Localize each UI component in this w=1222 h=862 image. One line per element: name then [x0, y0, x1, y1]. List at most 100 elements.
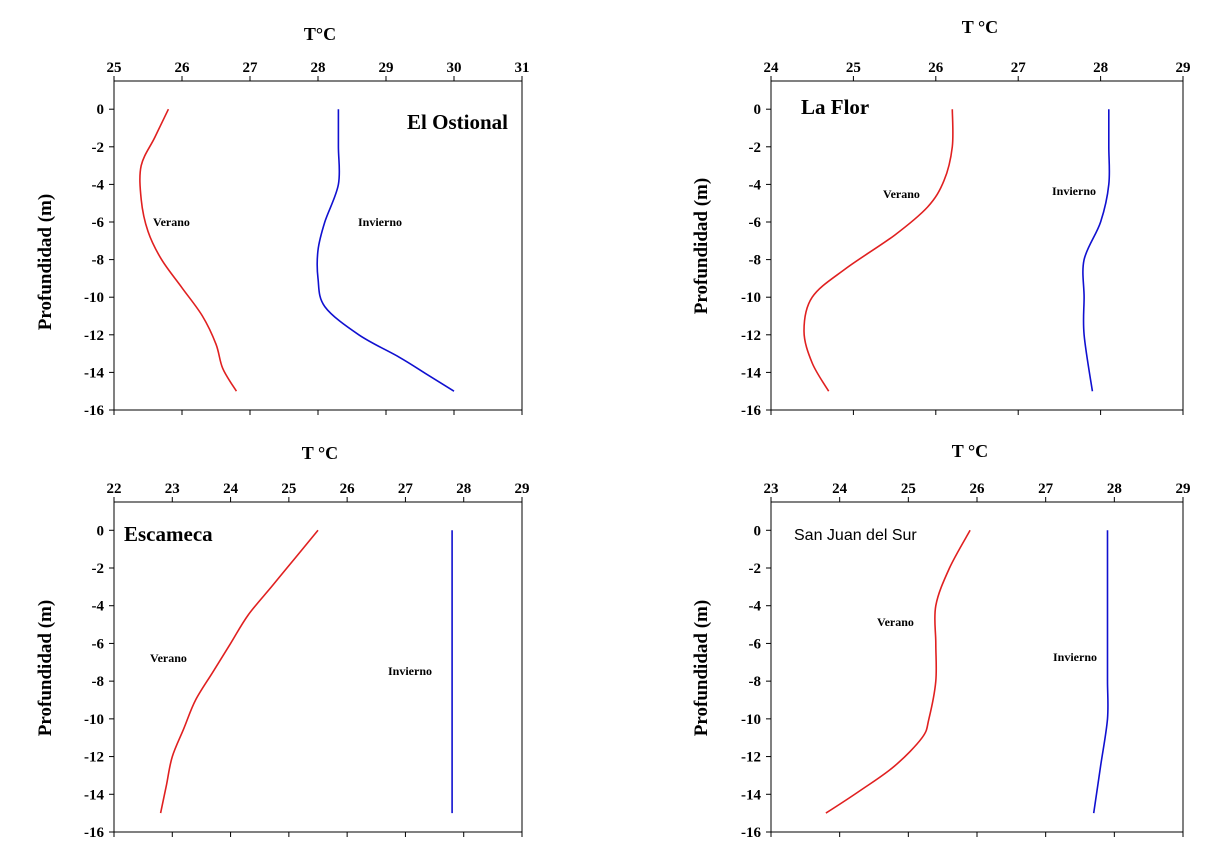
x-tick-label: 27	[398, 481, 414, 497]
series-line-verano	[159, 529, 319, 814]
x-tick-label: 29	[1176, 60, 1191, 76]
x-tick-label: 30	[447, 60, 462, 76]
x-tick-label: 29	[1176, 481, 1191, 497]
x-tick-label: 26	[175, 60, 191, 76]
x-tick-label: 24	[223, 481, 239, 497]
y-axis-title: Profundidad (m)	[691, 600, 712, 736]
y-tick-label: -6	[749, 215, 762, 231]
x-axis-title: T°C	[304, 24, 336, 44]
invierno-label: Invierno	[1052, 184, 1096, 198]
x-tick-label: 25	[846, 60, 861, 76]
y-tick-label: -4	[749, 177, 762, 193]
plot-frame	[770, 501, 1184, 833]
y-tick-label: -2	[92, 561, 105, 577]
verano-label: Verano	[877, 615, 914, 629]
y-tick-label: -10	[84, 290, 104, 306]
y-tick-label: -10	[741, 290, 761, 306]
y-axis-title: Profundidad (m)	[691, 178, 712, 314]
x-tick-label: 29	[379, 60, 394, 76]
y-tick-label: -4	[92, 599, 105, 615]
series-line-invierno	[1092, 530, 1109, 814]
y-tick-label: -12	[741, 328, 761, 344]
x-tick-label: 28	[456, 481, 471, 497]
x-tick-label: 24	[764, 60, 780, 76]
y-tick-label: 0	[754, 102, 762, 118]
series-line-verano	[139, 108, 238, 392]
x-tick-label: 26	[928, 60, 944, 76]
y-tick-label: -10	[84, 712, 104, 728]
y-axis-title: Profundidad (m)	[35, 194, 56, 330]
plot-area-3: 22 23 24 25 26 27 28 29 0 -2 -4 -6 -8 -10 -12 -14 -16	[84, 481, 530, 841]
y-tick-label: 0	[97, 523, 105, 539]
site-title: La Flor	[801, 95, 869, 119]
x-tick-label: 23	[165, 481, 180, 497]
x-tick-label: 25	[107, 60, 122, 76]
panel-el-ostional: T°C Profundidad (m) El Ostional Verano I…	[35, 24, 508, 330]
y-tick-label: 0	[754, 523, 762, 539]
y-tick-label: 0	[97, 102, 105, 118]
y-tick-label: -4	[749, 599, 762, 615]
y-tick-label: -8	[92, 253, 105, 269]
x-tick-label: 25	[901, 481, 916, 497]
plot-frame	[113, 501, 523, 833]
y-tick-label: -4	[92, 177, 105, 193]
y-tick-label: -16	[741, 825, 761, 841]
panel-san-juan-del-sur: T °C Profundidad (m) San Juan del Sur Ve…	[691, 441, 1097, 736]
y-tick-label: -6	[92, 636, 105, 652]
site-title: El Ostional	[407, 110, 508, 134]
y-tick-label: -10	[741, 712, 761, 728]
x-axis-title: T °C	[302, 443, 338, 463]
x-tick-label: 28	[1093, 60, 1108, 76]
y-tick-label: -14	[741, 787, 761, 803]
series-line-verano	[825, 529, 971, 814]
x-axis-title: T °C	[962, 17, 998, 37]
y-tick-label: -12	[84, 750, 104, 766]
y-tick-label: -6	[749, 636, 762, 652]
x-tick-label: 28	[1107, 481, 1122, 497]
y-tick-label: -2	[92, 140, 105, 156]
x-tick-label: 22	[107, 481, 122, 497]
invierno-label: Invierno	[1053, 650, 1097, 664]
series-line-verano	[803, 109, 954, 392]
y-tick-label: -2	[749, 140, 762, 156]
invierno-label: Invierno	[358, 215, 402, 229]
y-axis-title: Profundidad (m)	[35, 600, 56, 736]
site-title: San Juan del Sur	[794, 527, 917, 544]
y-tick-label: -8	[749, 674, 762, 690]
plot-area-4: 23 24 25 26 27 28 29 0 -2 -4 -6 -8 -10 -12 -14 -16	[741, 481, 1191, 841]
site-title: Escameca	[124, 522, 213, 546]
plot-frame	[770, 80, 1184, 411]
x-tick-label: 23	[764, 481, 779, 497]
y-tick-label: -2	[749, 561, 762, 577]
y-tick-label: -16	[741, 403, 761, 419]
x-tick-label: 25	[281, 481, 296, 497]
verano-label: Verano	[883, 187, 920, 201]
x-tick-label: 24	[832, 481, 848, 497]
x-tick-label: 27	[1011, 60, 1027, 76]
y-tick-label: -8	[749, 253, 762, 269]
verano-label: Verano	[150, 651, 187, 665]
x-tick-label: 26	[340, 481, 356, 497]
y-tick-label: -14	[84, 365, 104, 381]
plot-area-1: 25 26 27 28 29 30 31 0 -2 -4 -6 -8 -10 -12 -14 -16	[84, 60, 530, 419]
x-tick-label: 28	[311, 60, 326, 76]
y-tick-label: -16	[84, 403, 104, 419]
x-tick-label: 29	[515, 481, 530, 497]
plot-area-2: 24 25 26 27 28 29 0 -2 -4 -6 -8 -10 -12 -14 -16	[741, 60, 1191, 419]
y-tick-label: -16	[84, 825, 104, 841]
y-tick-label: -12	[84, 328, 104, 344]
x-tick-label: 27	[243, 60, 259, 76]
y-tick-label: -8	[92, 674, 105, 690]
x-tick-label: 27	[1038, 481, 1054, 497]
x-tick-label: 31	[515, 60, 530, 76]
series-line-invierno	[1082, 109, 1111, 392]
y-tick-label: -12	[741, 750, 761, 766]
y-tick-label: -6	[92, 215, 105, 231]
panel-la-flor: T °C Profundidad (m) La Flor Verano Invi…	[691, 17, 1096, 314]
x-tick-label: 26	[970, 481, 986, 497]
invierno-label: Invierno	[388, 664, 432, 678]
series-line-invierno	[316, 109, 455, 392]
verano-label: Verano	[153, 215, 190, 229]
x-axis-title: T °C	[952, 441, 988, 461]
